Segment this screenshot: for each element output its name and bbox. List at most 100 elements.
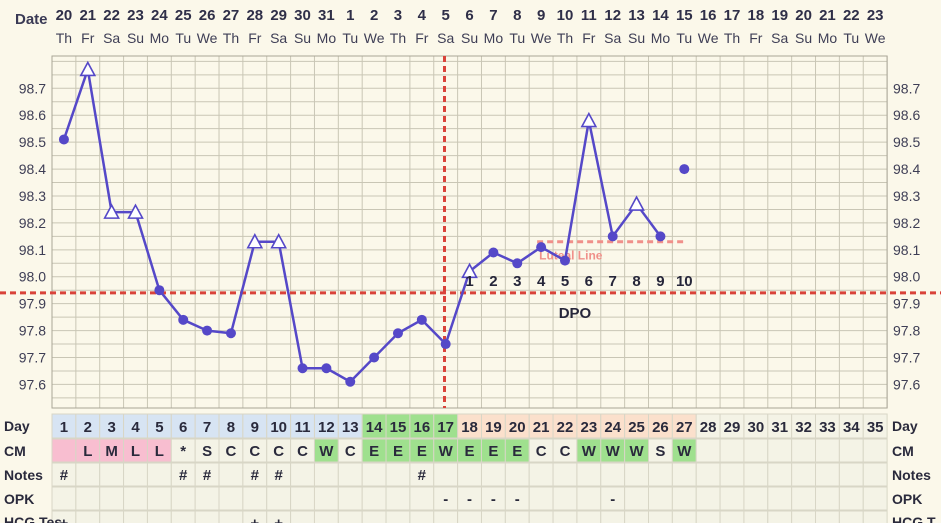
y-tick-label-left: 98.6 bbox=[19, 107, 46, 123]
date-label: 27 bbox=[223, 7, 240, 24]
opk-cell bbox=[648, 486, 673, 511]
temperature-point bbox=[440, 339, 451, 350]
opk-cell bbox=[75, 486, 101, 511]
cm-cell-text: W bbox=[319, 443, 334, 460]
temperature-point-open bbox=[246, 233, 264, 249]
notes-cell-text: # bbox=[418, 467, 427, 484]
day-cell-text: 10 bbox=[270, 419, 287, 436]
cm-cell-text: W bbox=[677, 443, 692, 460]
notes-cell bbox=[385, 462, 411, 487]
opk-cell bbox=[791, 486, 817, 511]
date-label: 14 bbox=[652, 7, 669, 24]
opk-cell bbox=[671, 486, 697, 511]
weekday-label: Tu bbox=[175, 30, 191, 46]
notes-cell bbox=[552, 462, 578, 487]
notes-row-label-right: Notes bbox=[892, 467, 931, 483]
opk-cell bbox=[313, 486, 339, 511]
y-tick-label-right: 98.1 bbox=[893, 242, 920, 258]
notes-cell bbox=[99, 462, 125, 487]
opk-cell bbox=[862, 486, 888, 511]
dpo-number: 7 bbox=[609, 273, 617, 290]
temperature-point bbox=[369, 352, 380, 363]
dpo-number: 5 bbox=[561, 273, 569, 290]
weekday-label: Fr bbox=[582, 30, 596, 46]
hcg-cell-text: + bbox=[60, 515, 69, 523]
notes-cell bbox=[648, 462, 673, 487]
hcg-cell bbox=[146, 510, 172, 523]
temperature-point-open bbox=[103, 203, 120, 219]
date-label: 16 bbox=[700, 7, 717, 24]
opk-cell bbox=[743, 486, 769, 511]
weekday-label: Mo bbox=[317, 30, 337, 46]
day-cell-text: 2 bbox=[84, 419, 92, 436]
dpo-number: 8 bbox=[632, 273, 640, 290]
temperature-point-open bbox=[270, 233, 288, 249]
hcg-cell bbox=[480, 510, 506, 523]
opk-cell bbox=[266, 486, 292, 511]
date-label: 20 bbox=[795, 7, 812, 24]
hcg-cell bbox=[791, 510, 817, 523]
date-label: 9 bbox=[537, 7, 545, 24]
day-cell-text: 5 bbox=[155, 419, 163, 436]
day-cell-text: 31 bbox=[771, 419, 788, 436]
date-label: 17 bbox=[724, 7, 741, 24]
temperature-point-open bbox=[461, 262, 478, 279]
notes-cell bbox=[576, 462, 602, 487]
cm-cell bbox=[719, 438, 745, 463]
hcg-cell bbox=[719, 510, 745, 523]
notes-cell bbox=[743, 462, 769, 487]
cm-cell-text: E bbox=[465, 443, 475, 460]
temperature-point-open bbox=[79, 60, 97, 77]
opk-cell bbox=[838, 486, 864, 511]
cm-cell-text: L bbox=[131, 443, 140, 460]
cm-cell bbox=[51, 438, 77, 463]
hcg-cell-text: + bbox=[274, 515, 283, 523]
temperature-point bbox=[512, 258, 523, 269]
notes-cell-text: # bbox=[251, 467, 260, 484]
temperature-point bbox=[178, 314, 189, 325]
day-cell-text: 30 bbox=[748, 419, 765, 436]
day-cell-text: 13 bbox=[342, 419, 359, 436]
cm-cell-text: C bbox=[297, 443, 308, 460]
cm-cell bbox=[838, 438, 864, 463]
weekday-label: Tu bbox=[676, 30, 692, 46]
weekday-label: Th bbox=[557, 30, 573, 46]
opk-cell-text: - bbox=[467, 491, 472, 508]
cm-cell-text: E bbox=[393, 443, 403, 460]
notes-cell bbox=[480, 462, 506, 487]
y-tick-label-left: 98.5 bbox=[19, 134, 46, 150]
cm-cell bbox=[791, 438, 817, 463]
notes-cell-text: # bbox=[274, 467, 283, 484]
weekday-label: Su bbox=[127, 30, 144, 46]
day-cell-text: 21 bbox=[533, 419, 550, 436]
weekday-label: Su bbox=[294, 30, 311, 46]
date-header: Date 20 21 22 23 24 25 26 27 28 29 30 31 1 2 3 4 5 6 7 8 9 10 1… bbox=[15, 7, 886, 46]
weekday-label: Mo bbox=[651, 30, 671, 46]
temperature-point bbox=[321, 363, 332, 374]
y-tick-label-left: 98.4 bbox=[19, 161, 46, 177]
temperature-axes: 98.7 98.7 98.6 98.6 98.5 98.5 98.4 98.4 98.3 98.3… bbox=[19, 80, 921, 392]
hcg-cell bbox=[528, 510, 554, 523]
y-tick-label-right: 98.7 bbox=[893, 80, 920, 96]
dpo-annotations: 1 2 3 4 5 6 7 8 9 10 DPO bbox=[465, 273, 692, 322]
day-cell-text: 27 bbox=[676, 419, 693, 436]
weekday-label: Sa bbox=[437, 30, 454, 46]
dpo-number: 10 bbox=[676, 273, 693, 290]
day-cell-text: 6 bbox=[179, 419, 187, 436]
day-cell-text: 11 bbox=[295, 419, 311, 436]
cm-cell-text: S bbox=[655, 443, 665, 460]
weekday-label: Fr bbox=[248, 30, 262, 46]
weekday-label: Su bbox=[628, 30, 645, 46]
weekday-label: Fr bbox=[415, 30, 429, 46]
cm-cell-text: C bbox=[345, 443, 356, 460]
cm-cell-text: E bbox=[488, 443, 498, 460]
day-cell-text: 20 bbox=[509, 419, 526, 436]
day-cell-text: 19 bbox=[485, 419, 502, 436]
dpo-number: 4 bbox=[537, 273, 546, 290]
hcg-cell bbox=[290, 510, 315, 523]
opk-cell bbox=[719, 486, 745, 511]
dpo-number: 3 bbox=[513, 273, 521, 290]
date-label: 2 bbox=[370, 7, 378, 24]
date-row-label: Date bbox=[15, 11, 48, 28]
